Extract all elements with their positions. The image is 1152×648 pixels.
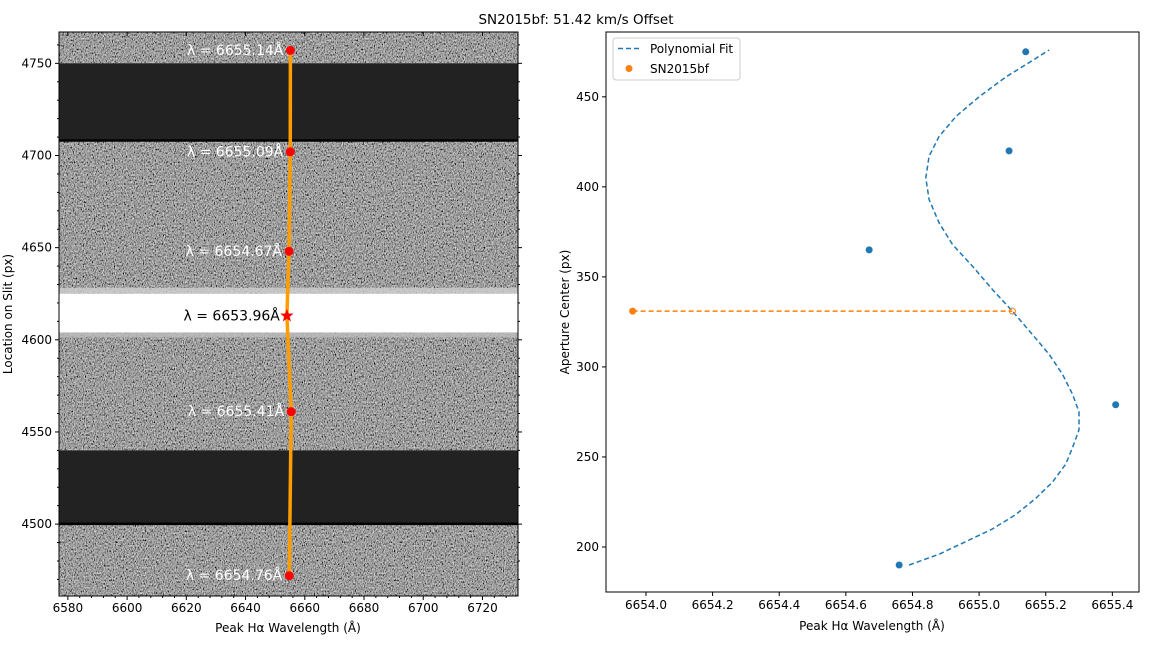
image-xtick-label: 6720 [467, 601, 498, 615]
image-ylabel: Location on Slit (px) [1, 254, 15, 374]
image-xtick-label: 6620 [171, 601, 202, 615]
fit-xtick-label: 6655.2 [1025, 598, 1067, 612]
image-xtick-label: 6600 [112, 601, 143, 615]
fit-ytick-label: 400 [576, 180, 599, 194]
image-xtick-label: 6680 [349, 601, 380, 615]
image-ytick-label: 4650 [21, 241, 52, 255]
fit-frame [606, 32, 1139, 592]
fit-ytick-label: 250 [576, 450, 599, 464]
legend-sn-label: SN2015bf [650, 62, 710, 76]
peak-marker [286, 46, 295, 55]
fit-ytick-label: 200 [576, 540, 599, 554]
image-panel: λ = 6655.14Å λ = 6655.09Å λ = 6654.67Å λ = … [1, 32, 522, 635]
image-xlabel: Peak Hα Wavelength (Å) [215, 620, 361, 635]
image-ytick-label: 4550 [21, 425, 52, 439]
image-xtick-label: 6640 [230, 601, 261, 615]
fit-xtick-label: 6654.8 [891, 598, 933, 612]
peak-marker [287, 407, 296, 416]
aperture-point [1022, 48, 1029, 55]
fit-ylabel: Aperture Center (px) [558, 250, 572, 375]
peak-label: λ = 6655.41Å [188, 403, 285, 420]
fit-xtick-label: 6655.0 [958, 598, 1000, 612]
image-ytick-label: 4600 [21, 333, 52, 347]
fit-panel: 6654.0 6654.2 6654.4 6654.6 6654.8 6655.0 6655… [558, 32, 1139, 633]
fit-xtick-label: 6654.6 [825, 598, 867, 612]
aperture-point [1006, 147, 1013, 154]
legend: Polynomial Fit SN2015bf [613, 38, 740, 80]
fit-xtick-label: 6654.0 [625, 598, 667, 612]
legend-fit-label: Polynomial Fit [650, 42, 733, 56]
peak-label: λ = 6654.67Å [186, 243, 283, 260]
fit-xtick-label: 6655.4 [1091, 598, 1133, 612]
aperture-point [866, 246, 873, 253]
fit-ytick-label: 350 [576, 270, 599, 284]
fit-ytick-label: 450 [576, 90, 599, 104]
fit-xtick-label: 6654.2 [692, 598, 734, 612]
image-ytick-label: 4700 [21, 148, 52, 162]
image-ytick-label: 4750 [21, 56, 52, 70]
aperture-point [1112, 401, 1119, 408]
image-xtick-label: 6700 [408, 601, 439, 615]
peak-label: λ = 6654.76Å [186, 567, 283, 584]
peak-label: λ = 6653.96Å [184, 307, 281, 324]
peak-marker [285, 247, 294, 256]
detector-gap-edge [59, 139, 518, 142]
image-xtick-label: 6580 [53, 601, 84, 615]
legend-sn-swatch [626, 65, 633, 72]
fit-xlabel: Peak Hα Wavelength (Å) [799, 618, 945, 633]
figure-title: SN2015bf: 51.42 km/s Offset [478, 12, 673, 28]
image-ytick-label: 4500 [21, 517, 52, 531]
peak-marker [286, 147, 295, 156]
detector-gap [59, 63, 518, 140]
fit-xtick-label: 6654.4 [758, 598, 800, 612]
sn-point [629, 308, 636, 315]
fit-ytick-label: 300 [576, 360, 599, 374]
peak-marker [285, 571, 294, 580]
peak-label: λ = 6655.14Å [187, 42, 284, 59]
image-xtick-label: 6660 [290, 601, 321, 615]
aperture-point [896, 561, 903, 568]
peak-label: λ = 6655.09Å [187, 143, 284, 160]
